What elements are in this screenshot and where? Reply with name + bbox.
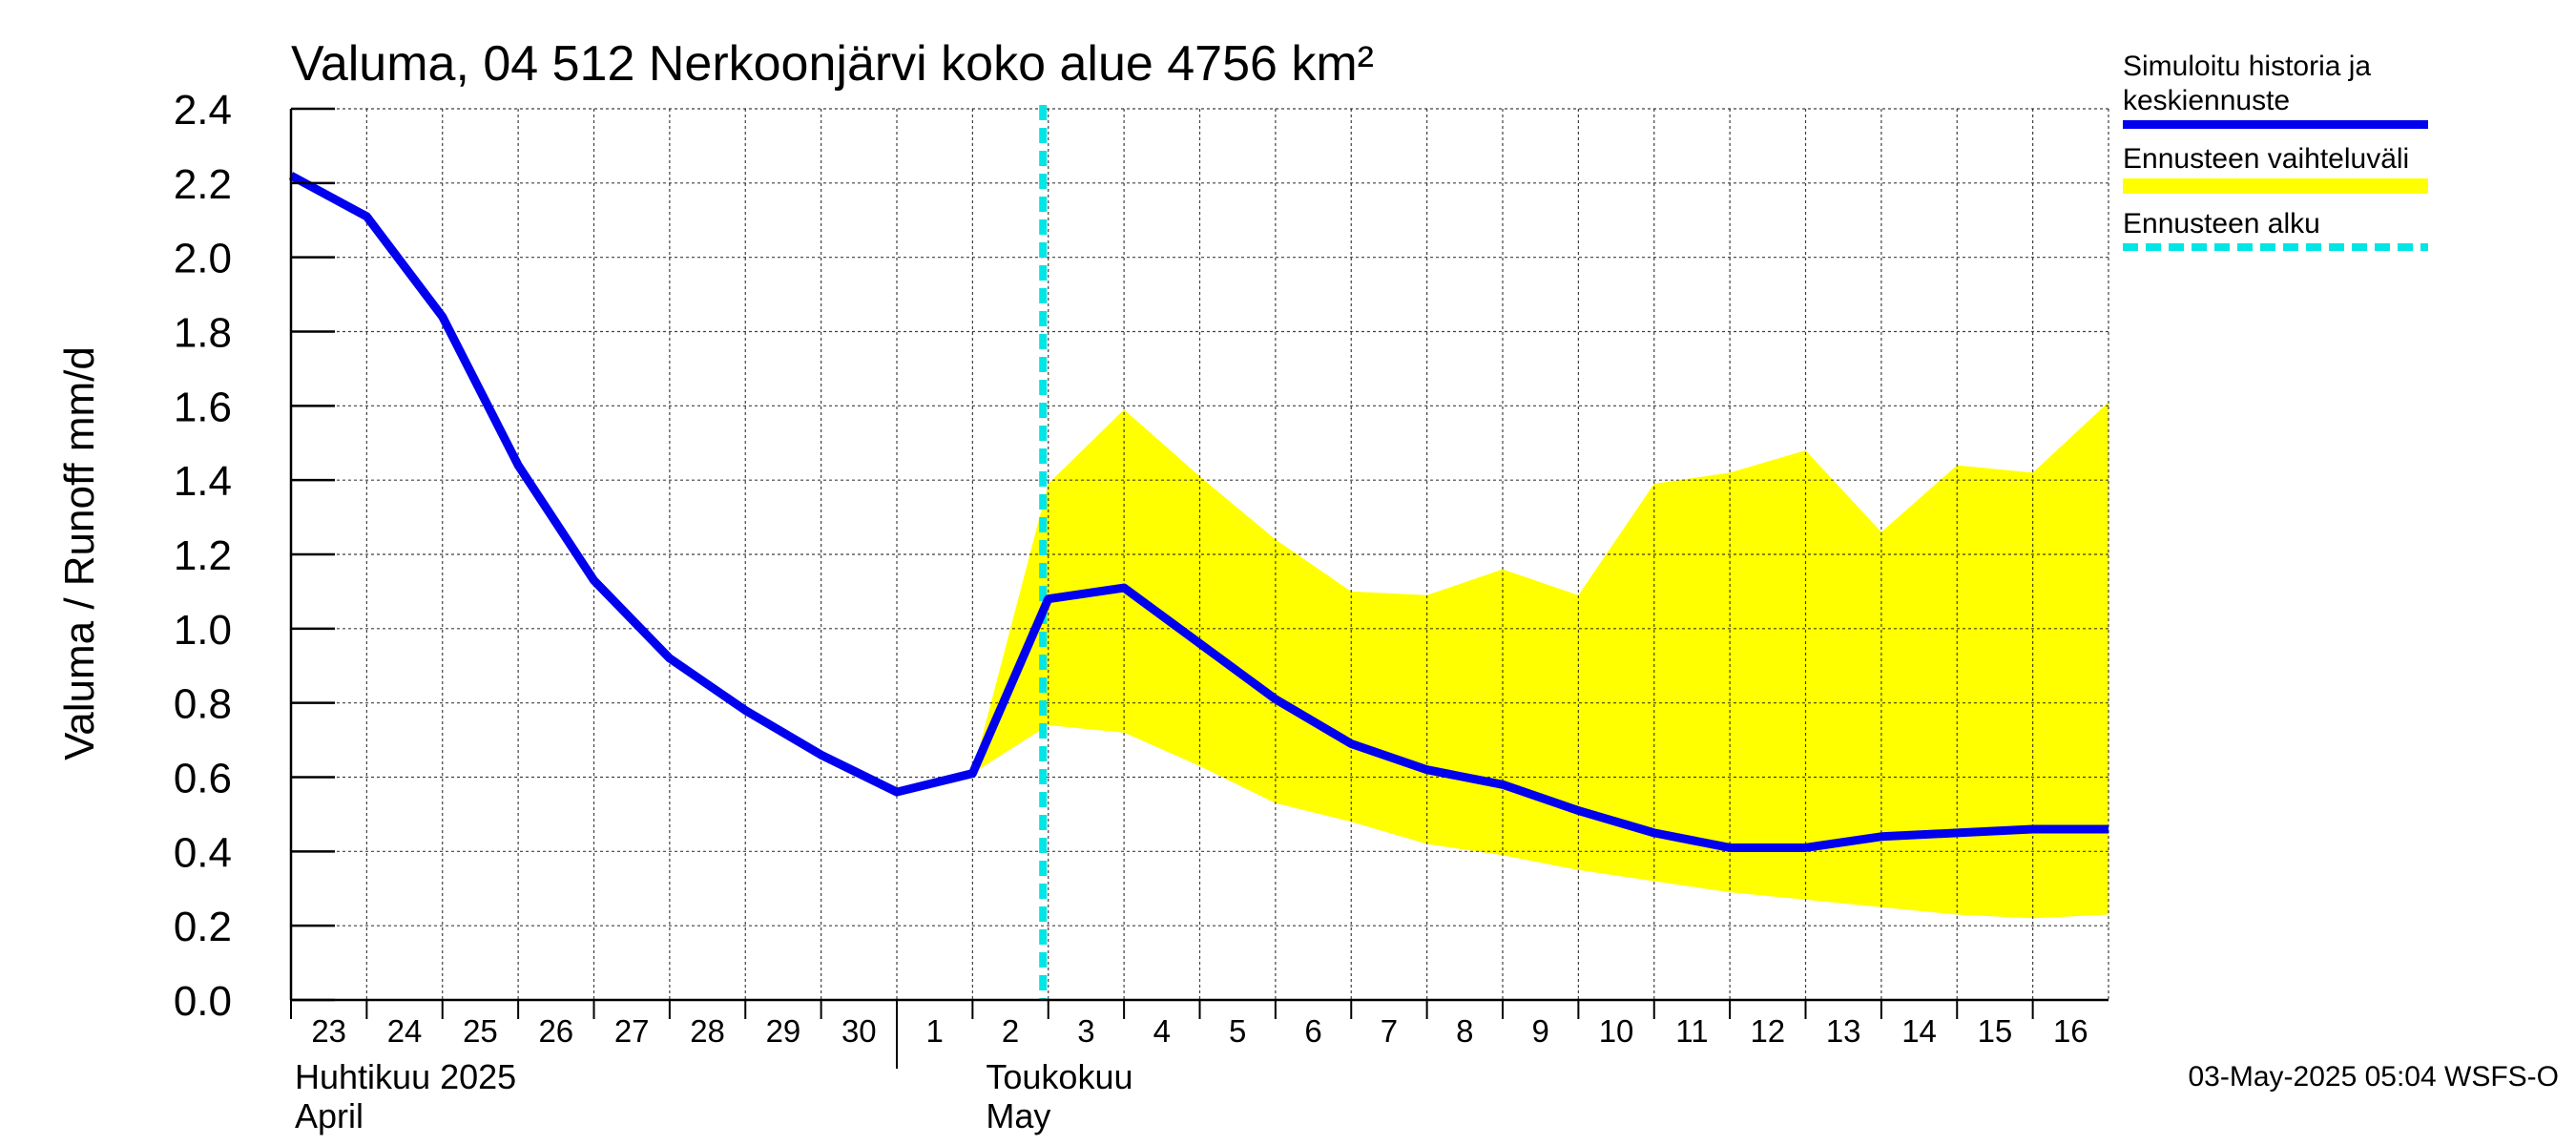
y-tick-label: 0.4 bbox=[174, 829, 232, 876]
y-tick-label: 1.8 bbox=[174, 310, 232, 357]
month-label-april-fi: Huhtikuu 2025 bbox=[295, 1057, 516, 1096]
legend-label-range: Ennusteen vaihteluväli bbox=[2123, 143, 2410, 175]
legend-item-range: Ennusteen vaihteluväli bbox=[2123, 142, 2452, 194]
y-axis-label: Valuma / Runoff mm/d bbox=[56, 346, 103, 760]
x-tick-label: 28 bbox=[690, 1013, 725, 1049]
month-label-may-fi: Toukokuu bbox=[986, 1057, 1132, 1096]
footer-timestamp: 03-May-2025 05:04 WSFS-O bbox=[2188, 1061, 2560, 1093]
legend-swatch-cyan-dashed bbox=[2123, 243, 2428, 251]
x-tick-label: 10 bbox=[1599, 1013, 1634, 1049]
x-tick-label: 4 bbox=[1153, 1013, 1171, 1049]
x-tick-label: 23 bbox=[311, 1013, 346, 1049]
y-tick-label: 1.2 bbox=[174, 532, 232, 579]
x-tick-label: 11 bbox=[1675, 1013, 1708, 1049]
x-tick-label: 8 bbox=[1456, 1013, 1473, 1049]
legend-item-simulated: Simuloitu historia ja keskiennuste bbox=[2123, 50, 2452, 129]
y-tick-label: 1.6 bbox=[174, 384, 232, 430]
y-tick-label: 0.0 bbox=[174, 978, 232, 1025]
y-tick-label: 2.0 bbox=[174, 236, 232, 282]
legend-label-simulated: Simuloitu historia ja keskiennuste bbox=[2123, 51, 2372, 116]
x-tick-label: 29 bbox=[766, 1013, 801, 1049]
x-tick-label: 15 bbox=[1978, 1013, 2013, 1049]
runoff-series-line bbox=[288, 172, 2109, 852]
y-tick-label: 2.2 bbox=[174, 161, 232, 208]
x-tick-label: 7 bbox=[1381, 1013, 1398, 1049]
x-tick-label: 6 bbox=[1304, 1013, 1321, 1049]
x-tick-label: 24 bbox=[387, 1013, 423, 1049]
y-tick-label: 0.6 bbox=[174, 756, 232, 802]
x-tick-label: 2 bbox=[1002, 1013, 1019, 1049]
x-tick-label: 16 bbox=[2053, 1013, 2088, 1049]
legend-swatch-yellow-band bbox=[2123, 178, 2428, 194]
y-tick-label: 1.0 bbox=[174, 607, 232, 654]
legend-item-forecast-start: Ennusteen alku bbox=[2123, 207, 2452, 251]
legend-swatch-blue-line bbox=[2123, 120, 2428, 129]
x-tick-label: 1 bbox=[926, 1013, 944, 1049]
month-label-may-en: May bbox=[986, 1096, 1050, 1135]
y-tick-label: 1.4 bbox=[174, 458, 232, 505]
legend-label-forecast-start: Ennusteen alku bbox=[2123, 208, 2320, 239]
y-tick-label: 2.4 bbox=[174, 87, 232, 134]
x-tick-label: 27 bbox=[614, 1013, 650, 1049]
x-tick-label: 14 bbox=[1901, 1013, 1937, 1049]
forecast-range-band bbox=[972, 402, 2109, 919]
chart-title: Valuma, 04 512 Nerkoonjärvi koko alue 47… bbox=[291, 36, 1374, 92]
x-tick-label: 13 bbox=[1826, 1013, 1861, 1049]
month-label-april-en: April bbox=[295, 1096, 364, 1135]
x-tick-label: 25 bbox=[463, 1013, 498, 1049]
y-tick-label: 0.8 bbox=[174, 681, 232, 728]
x-tick-label: 3 bbox=[1077, 1013, 1094, 1049]
x-tick-label: 5 bbox=[1229, 1013, 1246, 1049]
y-tick-label: 0.2 bbox=[174, 904, 232, 950]
x-tick-label: 9 bbox=[1532, 1013, 1549, 1049]
x-tick-label: 26 bbox=[538, 1013, 573, 1049]
x-tick-label: 30 bbox=[841, 1013, 877, 1049]
legend: Simuloitu historia ja keskiennuste Ennus… bbox=[2123, 50, 2452, 264]
x-tick-label: 12 bbox=[1750, 1013, 1785, 1049]
